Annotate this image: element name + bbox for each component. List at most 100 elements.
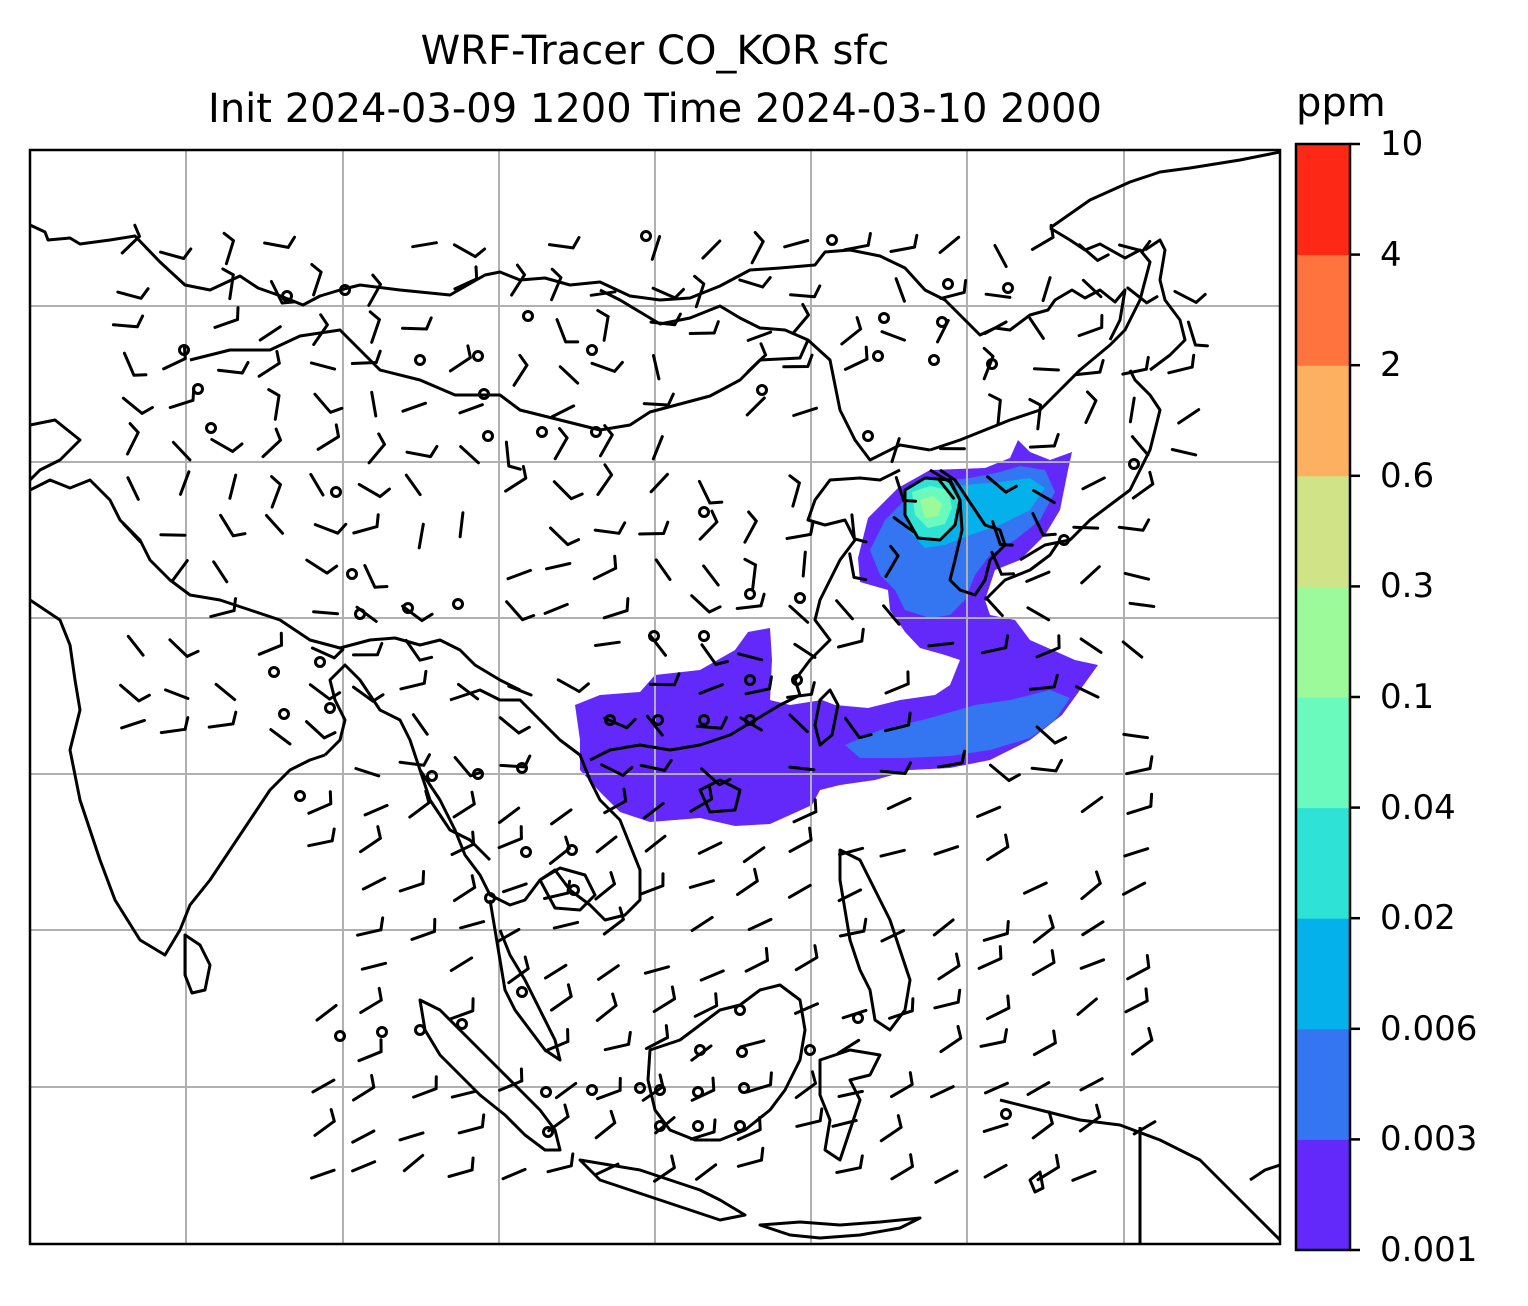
russia-east-coast [1049,150,1280,230]
wind-barb [450,1089,478,1099]
wind-barb [794,1070,817,1100]
wind-barb [988,393,1002,426]
wind-barb [401,401,427,413]
wind-barb [554,1081,578,1100]
wind-barb [651,435,664,461]
wind-barb [116,287,150,300]
wind-barb [993,243,1008,269]
wind-barb [1074,685,1100,699]
map-subtitle: Init 2024-03-09 1200 Time 2024-03-10 200… [208,86,1102,132]
colorbar-tick-label: 0.001 [1380,1230,1478,1270]
wind-barb [1118,239,1152,253]
wind-barb [595,835,618,854]
calm-wind-marker [738,1082,750,1094]
wind-barb [122,522,142,544]
wind-barb [1122,881,1147,896]
calm-wind-marker [1128,458,1140,470]
wind-barb [546,1152,575,1174]
wind-barb [649,312,682,327]
wind-barb [699,969,725,982]
wind-barb [738,276,772,289]
calm-wind-marker [478,388,490,400]
wind-barb [936,319,950,344]
wind-barb [305,720,337,740]
colorbar-segment [1296,254,1350,366]
wind-barb [652,354,661,381]
wind-barb [788,474,801,508]
wind-barb [934,1169,959,1184]
calm-wind-marker [734,1004,746,1016]
wind-barb [697,841,723,855]
wind-barb [352,1074,376,1102]
wind-barb [689,1118,717,1141]
wind-barb [316,423,340,451]
calm-wind-marker [568,884,580,896]
wind-barb [649,634,667,657]
wind-barb [884,670,910,695]
wind-barb [641,1073,665,1102]
wind-barb [1035,634,1061,659]
wind-barb [257,350,281,378]
wind-barb [743,557,757,591]
wind-barb [838,917,868,938]
wind-barb [1031,949,1056,976]
wind-barb [459,920,486,930]
wind-barb [209,597,237,619]
wind-barb [638,520,670,536]
wind-barb [1081,920,1105,937]
wind-barb [550,267,563,302]
calm-wind-marker [928,354,940,366]
calm-wind-marker [330,486,342,498]
wind-barb [307,827,336,848]
wind-barb [310,1168,336,1180]
wind-barb [831,1119,858,1128]
wind-barb [499,754,532,769]
indochina [418,688,642,922]
wind-barb [890,1153,914,1181]
wind-barb [746,342,768,373]
wind-barb [550,983,573,1012]
wind-barb [457,1113,486,1135]
wind-barb [553,427,569,461]
wind-barb [979,1028,1008,1048]
calm-wind-marker [872,350,884,362]
wind-barb [594,1162,620,1176]
calm-wind-marker [520,846,532,858]
malay-peninsula [488,899,562,1062]
korea-peninsula [929,468,1007,597]
wind-barb [1126,286,1159,305]
wind-barb [164,688,190,700]
calm-wind-marker [346,568,358,580]
wind-barb [1079,1077,1104,1092]
japan-hokkaido [1144,238,1187,372]
calm-wind-marker [586,344,598,356]
wind-barb [263,235,296,249]
wind-barb [1121,640,1144,659]
wind-barb [650,235,662,261]
wind-barb [735,592,766,610]
wind-barb [739,716,763,732]
calm-wind-marker [268,666,280,678]
wind-barb [1026,1081,1051,1096]
wind-barb [1029,433,1060,449]
wind-barb [788,765,816,772]
wind-barb [644,1024,670,1051]
wind-barb [404,473,422,497]
wind-barb [159,247,193,260]
wind-barb [596,309,610,342]
wind-barb [991,520,1014,547]
wind-barb [1031,1110,1054,1140]
wind-barb [168,638,200,658]
wind-barb [228,473,238,500]
wind-barb [265,514,284,535]
calm-wind-marker [1058,534,1070,546]
wind-barb [213,306,240,329]
calm-wind-marker [736,1046,748,1058]
wind-barb [690,1044,713,1062]
wind-barb [880,929,906,943]
calm-wind-marker [826,234,838,246]
wind-barb [880,330,906,342]
wind-barb [736,1116,762,1141]
wind-barb [354,767,381,778]
wind-barb [1177,408,1201,425]
